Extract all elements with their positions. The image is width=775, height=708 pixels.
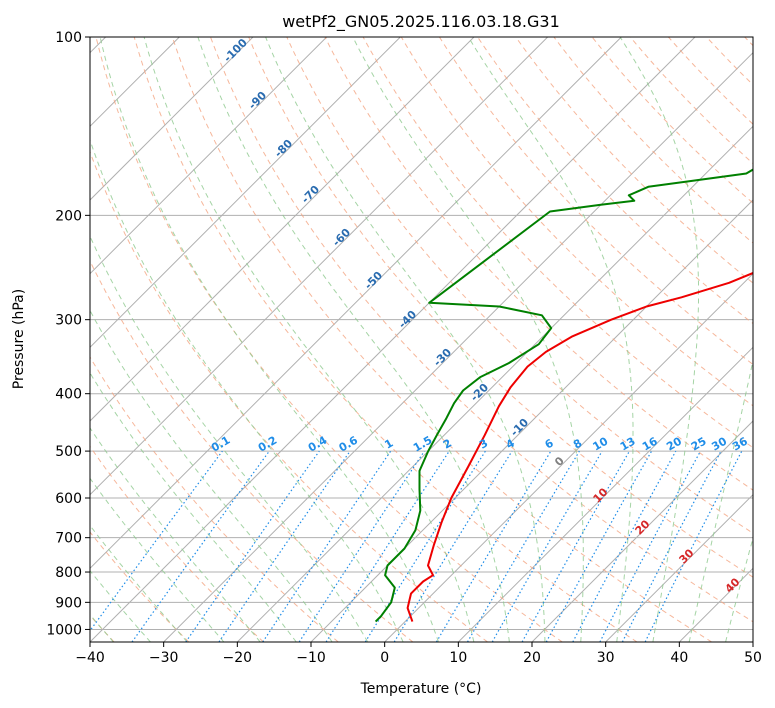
mixing-ratio-line [644,450,743,642]
y-tick-label: 300 [55,313,82,329]
y-tick-label: 600 [55,491,82,507]
plot-frame [89,36,754,643]
y-tick-label: 500 [55,444,82,460]
isotherm-line [90,37,254,201]
temperature-line [406,271,753,622]
mixing-ratio-line [393,450,513,642]
isotherm-line [90,37,328,275]
dry-adiabat-line [90,445,264,642]
mixing-ratio-line [545,450,653,642]
dry-adiabat-line [133,37,638,642]
moist-adiabat-line [99,37,439,642]
dry-adiabat-line [400,37,753,407]
isotherm-line [531,420,753,642]
x-tick-label: −40 [75,650,105,666]
isotherm-line [90,37,475,422]
moist-adiabat-line [90,524,188,642]
isotherm-line [605,493,753,642]
isotherm-line [236,125,753,642]
y-tick-label: 800 [55,565,82,581]
mixing-ratio-line [572,450,677,642]
moist-adiabat-line [90,371,297,642]
x-axis-label: Temperature (°C) [360,681,482,697]
x-tick-label: −30 [149,650,179,666]
x-tick-label: 20 [523,650,541,666]
isotherm-line [90,37,549,496]
dry-adiabat-line [90,356,339,642]
mixing-ratio-line [185,450,320,642]
x-tick-label: 40 [670,650,688,666]
y-tick-label: 400 [55,387,82,403]
moist-adiabat-line [143,37,475,642]
x-tick-label: −10 [296,650,326,666]
moist-adiabat-line [619,37,699,642]
mixing-ratio-line [298,450,425,642]
background-lines [90,37,753,642]
x-tick-label: 30 [597,650,615,666]
moist-adiabat-line [90,427,261,642]
isotherm-line [163,51,753,642]
moist-adiabat-line [352,37,584,642]
dewpoint-line [374,168,753,623]
y-axis: 1000 900 800 700 600 500 400 300 200 100 [46,30,90,638]
x-tick-label: 10 [449,650,467,666]
dry-adiabat-line [210,37,753,623]
isotherm-line [384,272,753,642]
mixing-ratio-line [325,450,450,642]
chart-title: wetPf2_GN05.2025.116.03.18.G31 [282,12,560,32]
y-axis-label: Pressure (hPa) [11,289,27,389]
moist-adiabat-line [90,569,151,642]
dry-adiabat-line [286,37,753,534]
mixing-ratio-line [218,450,351,642]
dry-adiabat-line [90,150,488,642]
x-tick-label: −20 [223,650,253,666]
x-tick-label: 0 [380,650,389,666]
moist-adiabat-line [90,235,369,642]
y-tick-label: 100 [55,30,82,46]
mixing-ratio-line [90,450,223,632]
moist-adiabat-line [90,477,225,642]
dry-adiabat-line [248,37,753,578]
isotherm-line [90,37,622,570]
dry-adiabat-line [515,37,753,284]
isotherm-line [90,37,401,349]
mixing-ratio-line [521,450,631,642]
x-tick-label: 50 [744,650,762,666]
dry-adiabat-line [171,37,712,642]
isotherm-line [90,37,696,642]
mixing-ratio-line [262,450,392,642]
y-tick-label: 700 [55,531,82,547]
profile-lines [374,168,753,623]
y-tick-label: 1000 [46,622,82,638]
dry-adiabat-line [95,37,563,642]
moist-adiabat-line [90,138,404,642]
moist-adiabat-line [265,37,546,642]
x-axis: −40 −30 −20 −10 0 10 20 30 40 50 [75,642,762,666]
y-tick-label: 900 [55,595,82,611]
mixing-ratio-line [131,450,270,642]
y-tick-label: 200 [55,208,82,224]
isotherm-line [457,346,753,642]
dry-adiabat-line [90,259,414,642]
dry-adiabat-line [438,37,753,366]
dry-adiabat-line [90,531,190,642]
